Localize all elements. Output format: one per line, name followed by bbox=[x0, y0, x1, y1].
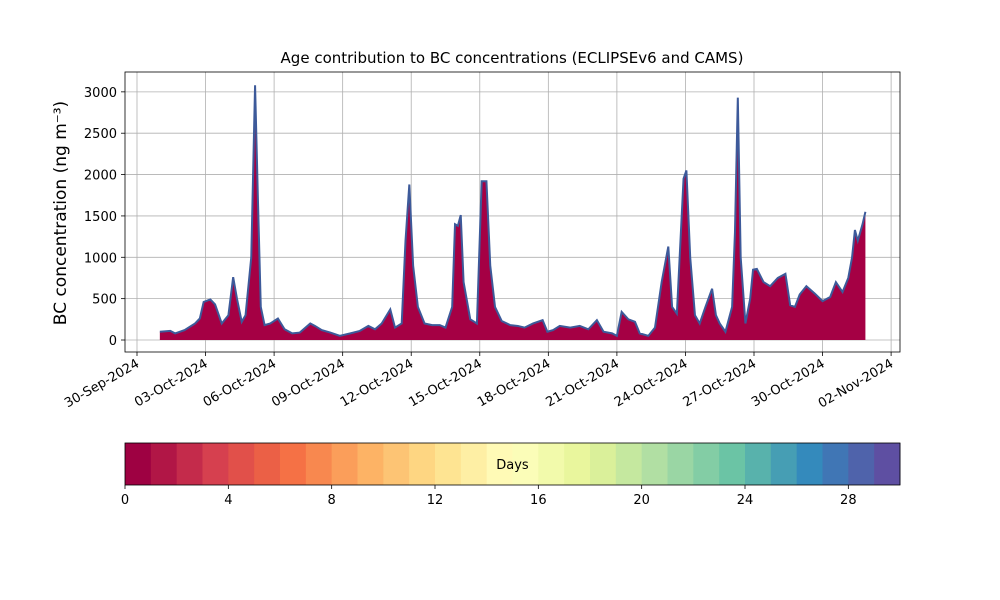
x-tick-label: 06-Oct-2024 bbox=[201, 356, 279, 410]
colorbar-segment bbox=[383, 443, 410, 485]
colorbar-segment bbox=[770, 443, 798, 485]
area-outline bbox=[159, 85, 867, 338]
colorbar-segment bbox=[331, 443, 358, 485]
y-tick-label: 3000 bbox=[84, 86, 117, 101]
y-tick-label: 1500 bbox=[84, 210, 117, 225]
colorbar-tick-label: 8 bbox=[328, 493, 336, 508]
y-tick-label: 2500 bbox=[84, 127, 117, 142]
y-tick-label: 1000 bbox=[84, 251, 117, 266]
colorbar-tick-label: 24 bbox=[737, 493, 754, 508]
x-tick-label: 02-Nov-2024 bbox=[816, 356, 896, 411]
colorbar-segment bbox=[254, 443, 281, 485]
y-axis-label: BC concentration (ng m⁻³) bbox=[51, 101, 71, 325]
colorbar-tick-label: 16 bbox=[530, 493, 547, 508]
x-tick-label: 18-Oct-2024 bbox=[475, 356, 553, 410]
colorbar-segment bbox=[874, 443, 901, 485]
colorbar-segment bbox=[409, 443, 436, 485]
colorbar-segment bbox=[667, 443, 694, 485]
colorbar-tick-label: 0 bbox=[121, 493, 129, 508]
chart-title: Age contribution to BC concentrations (E… bbox=[281, 49, 744, 67]
colorbar-segment bbox=[693, 443, 720, 485]
colorbar-segment bbox=[538, 443, 565, 485]
colorbar-segment bbox=[512, 443, 539, 485]
colorbar-segment bbox=[460, 443, 488, 485]
x-tick-label: 09-Oct-2024 bbox=[269, 356, 347, 410]
colorbar-segment bbox=[435, 443, 462, 485]
colorbar-segment bbox=[280, 443, 307, 485]
colorbar-tick-label: 20 bbox=[633, 493, 650, 508]
colorbar-segment bbox=[590, 443, 617, 485]
x-tick-label: 27-Oct-2024 bbox=[681, 356, 759, 410]
y-tick-label: 0 bbox=[109, 334, 117, 349]
colorbar-segment bbox=[745, 443, 772, 485]
colorbar-segment bbox=[357, 443, 384, 485]
colorbar-tick-label: 28 bbox=[840, 493, 857, 508]
x-tick-label: 12-Oct-2024 bbox=[338, 356, 416, 410]
x-tick-label: 30-Sep-2024 bbox=[62, 356, 142, 411]
colorbar-tick-label: 12 bbox=[427, 493, 444, 508]
colorbar-segment bbox=[228, 443, 255, 485]
area bbox=[159, 85, 866, 341]
colorbar-segment bbox=[719, 443, 746, 485]
x-tick-label: 21-Oct-2024 bbox=[543, 356, 621, 410]
x-tick-label: 15-Oct-2024 bbox=[406, 356, 484, 410]
colorbar-segment bbox=[641, 443, 668, 485]
colorbar-segment bbox=[822, 443, 849, 485]
x-tick-label: 30-Oct-2024 bbox=[749, 356, 827, 410]
x-tick-label: 24-Oct-2024 bbox=[612, 356, 690, 410]
colorbar-segment bbox=[564, 443, 591, 485]
colorbar-segment bbox=[615, 443, 643, 485]
x-tick-label: 03-Oct-2024 bbox=[132, 356, 210, 410]
colorbar-segment bbox=[305, 443, 333, 485]
colorbar-segment bbox=[796, 443, 823, 485]
plot-frame bbox=[124, 71, 901, 353]
colorbar-frame bbox=[124, 442, 901, 486]
colorbar-segment bbox=[176, 443, 203, 485]
y-tick-label: 2000 bbox=[84, 169, 117, 184]
colorbar-segment bbox=[848, 443, 875, 485]
colorbar-segment bbox=[125, 443, 152, 485]
colorbar-segment bbox=[202, 443, 229, 485]
colorbar-segment bbox=[486, 443, 513, 485]
colorbar-segment bbox=[150, 443, 178, 485]
y-tick-label: 500 bbox=[92, 293, 117, 308]
colorbar-tick-label: 4 bbox=[224, 493, 232, 508]
colorbar-label: Days bbox=[496, 458, 529, 473]
